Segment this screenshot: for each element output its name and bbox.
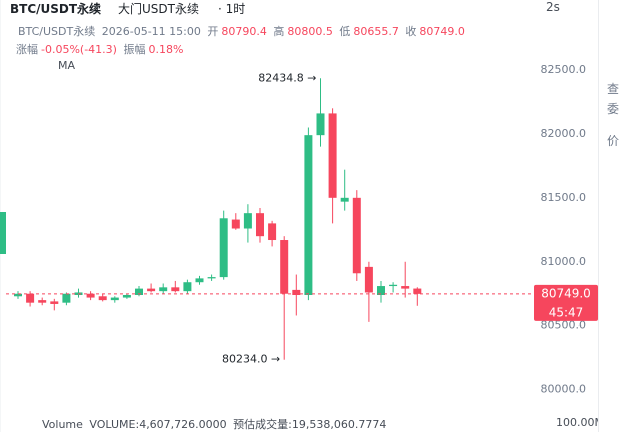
candle-body [377, 286, 385, 296]
candle-body [401, 286, 410, 289]
volume-axis: 100.00M [556, 416, 604, 429]
refresh[interactable]: 2s [546, 0, 560, 14]
side-panel: 查 委 价 [598, 0, 625, 432]
high-label: 高 [273, 25, 285, 38]
candle-body [352, 197, 361, 274]
candle-body [304, 135, 313, 296]
symbol-cn[interactable]: 大门USDT永续 [118, 2, 199, 16]
amp: 0.18% [148, 43, 184, 56]
change: -0.05%(-41.3) [41, 43, 117, 56]
candle-body [183, 282, 192, 292]
volume-title: Volume [42, 418, 83, 431]
indicator[interactable]: MA [58, 59, 76, 72]
candle-body [147, 288, 156, 292]
candle-body [364, 266, 373, 293]
candle-body [328, 113, 337, 198]
candle-body [316, 113, 325, 136]
candle-body [207, 277, 216, 279]
candle-body [110, 297, 119, 301]
chart: 80000.0 80500.0 81000.0 81500.0 82000.0 82500… [0, 0, 598, 432]
open-label: 开 [207, 25, 219, 38]
candle-body [292, 289, 301, 296]
low-label: 低 [339, 25, 351, 38]
change-row: 涨幅 -0.05%(-41.3) 振幅 0.18% [16, 41, 186, 57]
candle-body [159, 287, 168, 292]
price-annotation: 80234.0 → [222, 353, 280, 366]
volume-row: Volume VOLUME:4,607,726.0000 预估成交量:19,53… [42, 416, 389, 432]
y-tick-label: 80000.0 [541, 383, 587, 396]
low: 80655.7 [353, 25, 399, 38]
candle-body [135, 288, 143, 296]
candle-body [231, 219, 240, 229]
side-text[interactable]: 查 [607, 82, 620, 96]
y-tick-label: 81500.0 [541, 191, 587, 204]
est-volume: 预估成交量:19,538,060.7774 [233, 418, 387, 431]
candle-body [50, 301, 59, 304]
candle-body [38, 300, 47, 303]
y-tick-label: 81000.0 [541, 255, 587, 268]
countdown: 45:47 [549, 305, 584, 319]
volume: VOLUME:4,607,726.0000 [89, 418, 227, 431]
y-tick-label: 80500.0 [541, 319, 587, 332]
y-tick-label: 82000.0 [541, 127, 587, 140]
ohlc-row: BTC/USDT永续 2026-05-11 15:00 开 80790.4 高 80… [18, 23, 468, 39]
last-price-box [534, 284, 598, 321]
candle-body [268, 223, 277, 241]
candle-body [86, 293, 95, 298]
candle-body [171, 287, 180, 292]
candle-body [389, 284, 398, 287]
side-text[interactable]: 价 [607, 134, 620, 148]
candle-body [62, 293, 71, 303]
symbol: BTC/USDT永续 [18, 25, 96, 38]
side-tab [0, 212, 6, 254]
candle-body [219, 218, 228, 278]
y-tick-label: 82500.0 [541, 63, 587, 76]
high: 80800.5 [287, 25, 333, 38]
candle-body [340, 197, 349, 202]
candle-body [256, 213, 264, 237]
open: 80790.4 [221, 25, 267, 38]
last-price: 80749.0 [541, 286, 591, 300]
time: 2026-05-11 15:00 [101, 25, 201, 38]
candle-body [280, 240, 289, 294]
candle-body [14, 293, 22, 297]
symbol[interactable]: BTC/USDT永续 [10, 2, 102, 16]
close: 80749.0 [419, 25, 465, 38]
side-text[interactable]: 委 [607, 102, 620, 116]
candle-body [98, 296, 107, 301]
candle-body [122, 295, 131, 298]
candle-body [195, 278, 204, 283]
change-label: 涨幅 [16, 43, 38, 56]
close-label: 收 [405, 25, 417, 38]
candle-body [26, 293, 35, 303]
candle-body [243, 213, 252, 229]
interval[interactable]: · 1时 [218, 2, 246, 16]
price-annotation: 82434.8 → [258, 71, 316, 84]
candle-body [413, 288, 422, 294]
amp-label: 振幅 [123, 43, 146, 56]
